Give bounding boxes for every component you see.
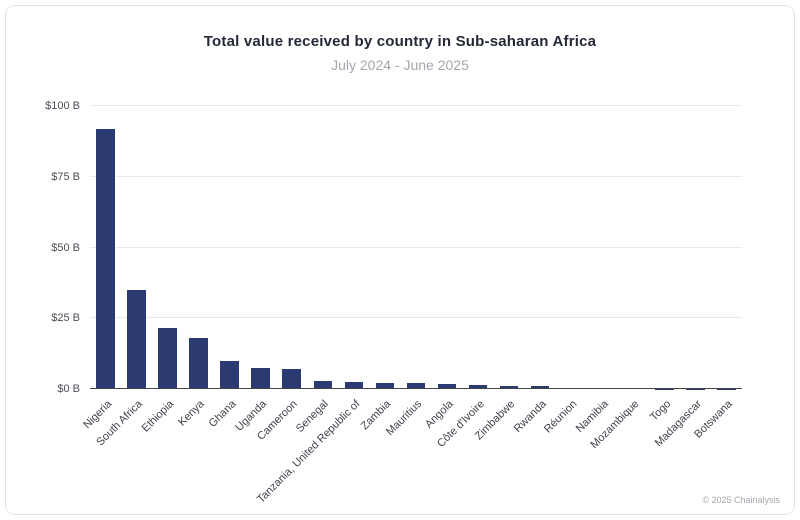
y-tick-label: $0 B <box>57 383 80 395</box>
bar <box>406 383 426 389</box>
bar <box>313 381 333 389</box>
bar-slot: Botswana <box>692 106 742 441</box>
bar-slot: Cameroon <box>255 106 307 443</box>
bar <box>344 381 364 389</box>
x-tick-label: Ethiopia <box>139 398 177 435</box>
bar-slot: Ghana <box>206 106 245 430</box>
y-tick-label: $100 B <box>45 100 80 112</box>
plot-area: Nigeria South Africa Ethiopia Kenya Ghana Uga… <box>45 100 742 506</box>
bar <box>530 386 550 389</box>
bar <box>189 338 208 389</box>
bar-slot: Uganda <box>234 106 276 434</box>
bar <box>437 383 457 389</box>
bar-slot: Tanzania, United Republic of <box>255 106 369 506</box>
bar <box>499 385 519 389</box>
bar-slot: Mauritius <box>384 106 431 438</box>
bar-slot: Zimbabwe <box>473 106 525 442</box>
x-tick-label: Rwanda <box>511 398 549 436</box>
bar-slot: Nigeria <box>81 106 121 431</box>
bar-slot: Madagascar <box>653 106 711 449</box>
bar-slot: Kenya <box>177 106 214 429</box>
bar <box>251 367 271 389</box>
gridline <box>90 317 742 319</box>
y-tick-label: $75 B <box>51 170 80 183</box>
gridline <box>90 246 742 248</box>
bar <box>158 328 177 389</box>
y-tick-label: $25 B <box>51 312 80 325</box>
bar-slot: Angola <box>423 106 463 431</box>
bar-slot: South Africa <box>95 106 152 448</box>
x-tick-label: Réunion <box>542 398 580 436</box>
bar <box>375 382 395 389</box>
bar <box>282 369 302 389</box>
bar-slot: Zambia <box>359 106 400 432</box>
bar-slot: Senegal <box>294 106 338 435</box>
x-tick-label: Kenya <box>176 398 208 429</box>
gridline <box>90 175 742 177</box>
bar-slot: Namibia <box>574 106 618 435</box>
bar <box>220 360 240 389</box>
chart-card: Total value received by country in Sub-s… <box>5 5 795 515</box>
bar <box>127 289 146 389</box>
x-axis-line <box>90 388 742 389</box>
chart-title: Total value received by country in Sub-s… <box>203 33 597 50</box>
bar <box>468 385 488 389</box>
bar-slot: Côte d'Ivoire <box>435 106 494 450</box>
bars-container: Nigeria South Africa Ethiopia Kenya Ghana Uga… <box>81 106 742 506</box>
copyright-text: © 2025 Chainalysis <box>702 495 780 505</box>
gridline <box>90 105 742 106</box>
bar-slot: Ethiopia <box>140 106 183 435</box>
bar-slot: Togo <box>648 106 680 423</box>
bar-slot: Réunion <box>542 106 587 435</box>
bar-slot: Rwanda <box>512 106 556 435</box>
bar <box>96 128 115 389</box>
bar-slot: Mozambique <box>589 106 649 451</box>
y-tick-label: $50 B <box>51 241 80 254</box>
chart-subtitle: July 2024 - June 2025 <box>331 57 469 73</box>
x-tick-label: Togo <box>647 398 673 424</box>
